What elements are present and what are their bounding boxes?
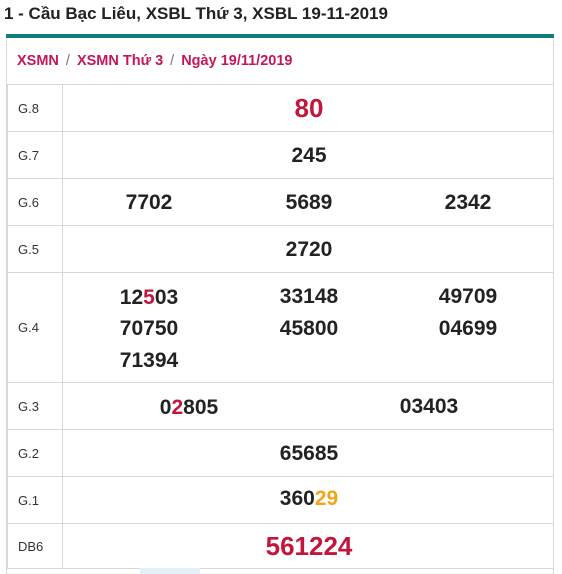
prize-number: 49709 xyxy=(438,285,498,308)
prize-row-g8: G.8 80 xyxy=(7,84,554,132)
prize-number: 80 xyxy=(294,93,324,123)
ad-strip xyxy=(140,568,200,574)
prize-row-g4: G.4 12503 33148 49709 70750 45800 04699 … xyxy=(7,272,554,383)
prize-number: 2342 xyxy=(444,191,492,214)
panel-accent-bar xyxy=(6,34,554,38)
prize-number: 33148 xyxy=(279,285,339,308)
prize-label: G.6 xyxy=(7,178,63,226)
breadcrumb-separator: / xyxy=(65,53,70,69)
breadcrumb-xsmn-thu-3[interactable]: XSMN Thứ 3 xyxy=(76,53,164,69)
breadcrumb-separator: / xyxy=(170,53,175,69)
prize-number-highlight: 2 xyxy=(171,396,184,419)
prize-label: G.3 xyxy=(7,382,63,430)
prize-row-g6: G.6 7702 5689 2342 xyxy=(7,178,554,226)
results-panel: XSMN / XSMN Thứ 3 / Ngày 19/11/2019 G.8 80 G… xyxy=(6,34,554,574)
prize-label: G.5 xyxy=(7,225,63,273)
page-title: 1 - Cầu Bạc Liêu, XSBL Thứ 3, XSBL 19-11… xyxy=(4,4,388,23)
prize-number: 71394 xyxy=(119,349,179,372)
prize-number: 03403 xyxy=(399,395,459,418)
prize-number: 5689 xyxy=(285,191,333,214)
prize-label: G.7 xyxy=(7,131,63,179)
prize-label: G.2 xyxy=(7,429,63,477)
prize-row-g7: G.7 245 xyxy=(7,131,554,179)
prize-label: G.4 xyxy=(7,272,63,383)
prize-row-g2: G.2 65685 xyxy=(7,429,554,477)
prize-number: 2720 xyxy=(285,238,333,261)
prize-label: G.1 xyxy=(7,476,63,524)
prize-number: 65685 xyxy=(279,442,339,465)
prize-label: G.8 xyxy=(7,84,63,132)
prize-number: 04699 xyxy=(438,317,498,340)
prize-row-g3: G.3 02805 03403 xyxy=(7,382,554,430)
prize-row-g1: G.1 36029 xyxy=(7,476,554,524)
prize-number: 12503 xyxy=(119,286,179,309)
breadcrumb-xsmn[interactable]: XSMN xyxy=(17,53,59,69)
prize-label: DB6 xyxy=(7,523,63,569)
breadcrumb: XSMN / XSMN Thứ 3 / Ngày 19/11/2019 xyxy=(17,53,292,69)
prize-number: 02805 xyxy=(159,396,219,419)
prize-number-highlight: 29 xyxy=(314,487,339,510)
prize-number: 7702 xyxy=(125,191,173,214)
results-table: G.8 80 G.7 245 G.6 7702 5689 2342 G.5 27… xyxy=(7,84,554,569)
breadcrumb-date[interactable]: Ngày 19/11/2019 xyxy=(181,53,293,69)
prize-number: 45800 xyxy=(279,317,339,340)
prize-number: 245 xyxy=(291,144,327,167)
prize-number: 70750 xyxy=(119,317,179,340)
special-prize-number: 561224 xyxy=(265,531,353,561)
prize-number: 36029 xyxy=(279,487,339,510)
prize-row-db: DB6 561224 xyxy=(7,523,554,569)
prize-row-g5: G.5 2720 xyxy=(7,225,554,273)
prize-number-highlight: 5 xyxy=(143,286,155,309)
